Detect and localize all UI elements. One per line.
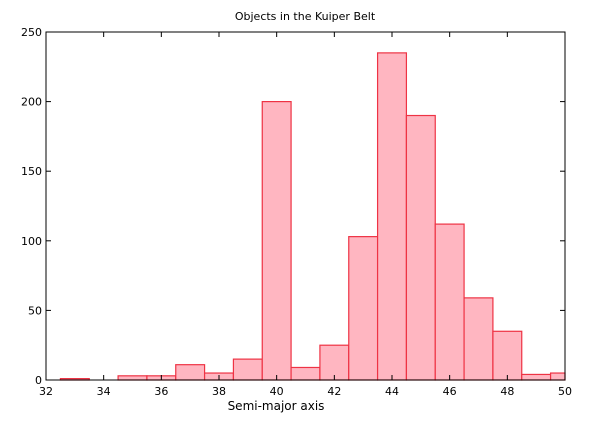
- histogram-bar: [405, 114, 436, 381]
- histogram-bar: [232, 358, 263, 381]
- histogram-bar: [348, 236, 379, 381]
- histogram-bar: [521, 373, 552, 381]
- y-tick-label: 0: [35, 374, 42, 387]
- histogram-bar: [290, 366, 321, 381]
- y-tick-label: 200: [21, 96, 42, 109]
- x-axis-label: Semi-major axis: [228, 399, 325, 413]
- x-tick-label: 50: [558, 385, 572, 398]
- x-tick-label: 38: [212, 385, 226, 398]
- histogram-bar: [376, 52, 408, 381]
- histogram-bar: [549, 372, 566, 381]
- x-tick-label: 48: [500, 385, 514, 398]
- x-tick-label: 34: [97, 385, 111, 398]
- histogram-bar: [434, 223, 465, 381]
- plot-frame: [45, 31, 566, 381]
- y-tick-label: 150: [21, 165, 42, 178]
- histogram-bar: [463, 297, 494, 381]
- x-tick-label: 42: [327, 385, 341, 398]
- x-tick-label: 32: [39, 385, 53, 398]
- histogram-bar: [175, 364, 206, 381]
- histogram-bar: [319, 344, 350, 381]
- y-tick-label: 250: [21, 26, 42, 39]
- y-tick-label: 50: [28, 304, 42, 317]
- chart-title: Objects in the Kuiper Belt: [235, 10, 376, 23]
- y-tick-label: 100: [21, 235, 42, 248]
- histogram-bar: [261, 100, 292, 381]
- x-tick-label: 40: [270, 385, 284, 398]
- histogram-bar: [117, 375, 148, 381]
- x-tick-label: 36: [154, 385, 168, 398]
- x-tick-label: 46: [443, 385, 457, 398]
- histogram-bar: [492, 330, 523, 381]
- x-tick-label: 44: [385, 385, 399, 398]
